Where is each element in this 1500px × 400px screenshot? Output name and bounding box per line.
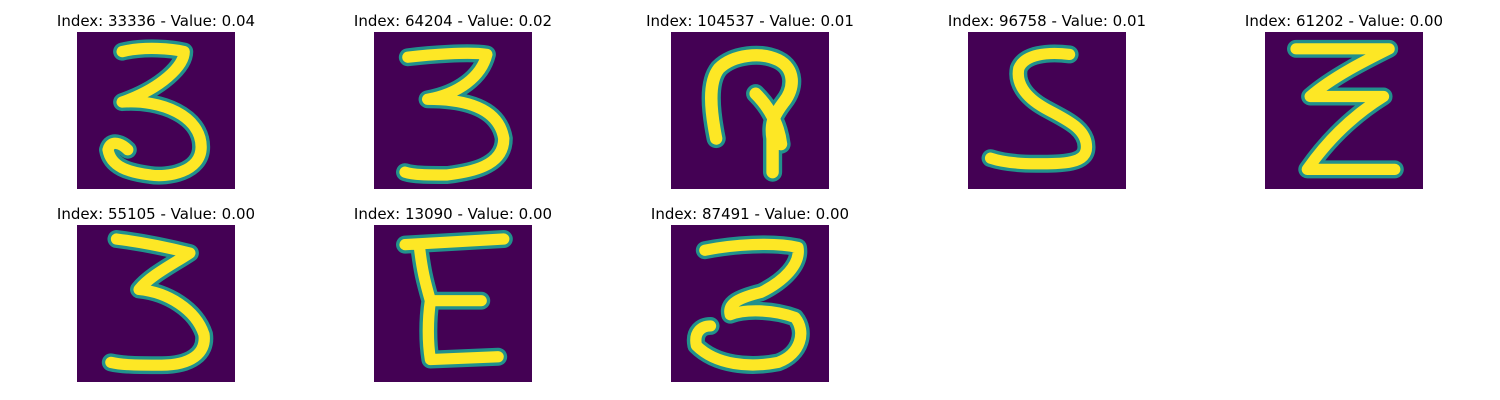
panel-2: Index: 64204 - Value: 0.02 xyxy=(298,11,598,201)
panel-5: Index: 61202 - Value: 0.00 xyxy=(1189,11,1489,201)
panel-title: Index: 104537 - Value: 0.01 xyxy=(646,12,854,30)
panel-title: Index: 64204 - Value: 0.02 xyxy=(353,12,553,30)
digit-image xyxy=(968,32,1126,189)
panel-title: Index: 96758 - Value: 0.01 xyxy=(947,12,1147,30)
panel-title: Index: 33336 - Value: 0.04 xyxy=(56,12,256,30)
panel-8: Index: 87491 - Value: 0.00 xyxy=(595,204,895,394)
panel-title: Index: 87491 - Value: 0.00 xyxy=(650,205,850,223)
panel-6: Index: 55105 - Value: 0.00 xyxy=(1,204,301,394)
panel-4: Index: 96758 - Value: 0.01 xyxy=(892,11,1192,201)
panel-title: Index: 61202 - Value: 0.00 xyxy=(1244,12,1444,30)
panel-title: Index: 55105 - Value: 0.00 xyxy=(56,205,256,223)
panel-1: Index: 33336 - Value: 0.04 xyxy=(1,11,301,201)
panel-3: Index: 104537 - Value: 0.01 xyxy=(595,11,895,201)
digit-image xyxy=(374,225,532,382)
digit-image xyxy=(374,32,532,189)
digit-image xyxy=(77,32,235,189)
panel-title: Index: 13090 - Value: 0.00 xyxy=(353,205,553,223)
digit-image xyxy=(671,32,829,189)
digit-image xyxy=(671,225,829,382)
digit-image xyxy=(77,225,235,382)
panel-7: Index: 13090 - Value: 0.00 xyxy=(298,204,598,394)
digit-image xyxy=(1265,32,1423,189)
